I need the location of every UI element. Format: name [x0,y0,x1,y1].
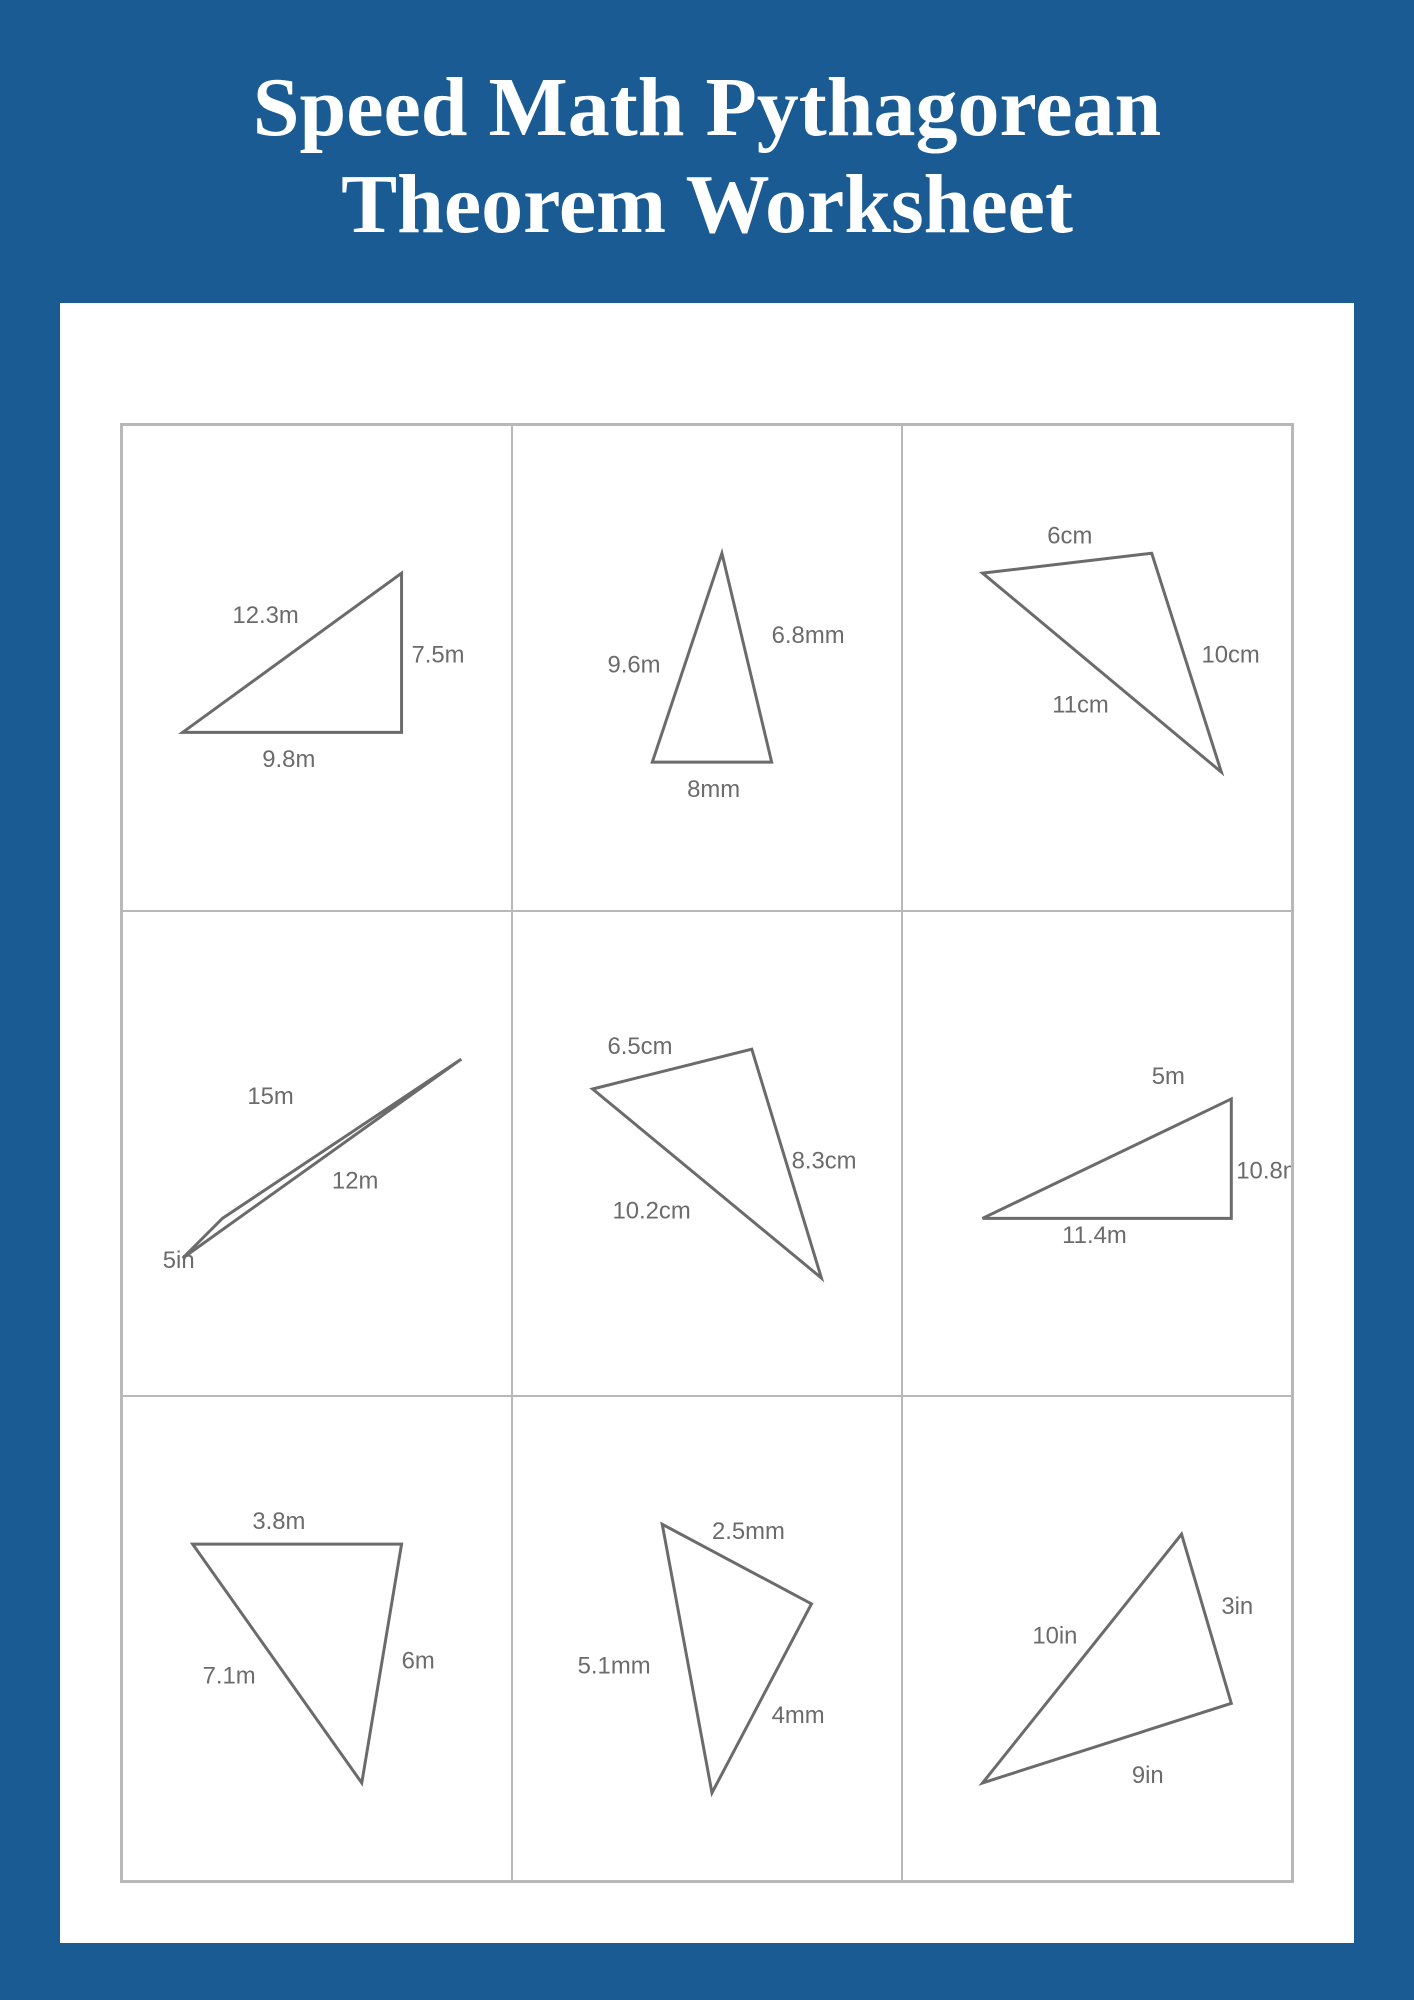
label-5b: 8.3cm [792,1147,857,1174]
triangle-4 [183,1059,462,1258]
label-8c: 5.1mm [578,1652,651,1679]
label-5c: 10.2cm [612,1197,690,1224]
triangle-diagram-6: 5m 10.8m 11.4m [903,912,1291,1395]
cell-6: 5m 10.8m 11.4m [902,911,1292,1396]
triangle-diagram-7: 3.8m 6m 7.1m [123,1397,511,1880]
label-3a: 6cm [1047,522,1092,549]
header: Speed Math Pythagorean Theorem Worksheet [0,0,1414,303]
cell-5: 6.5cm 8.3cm 10.2cm [512,911,902,1396]
cell-2: 9.6m 6.8mm 8mm [512,425,902,910]
cell-7: 3.8m 6m 7.1m [122,1396,512,1881]
cell-4: 15m 12m 5in [122,911,512,1396]
label-4a: 15m [247,1082,293,1109]
cell-9: 3in 10in 9in [902,1396,1292,1881]
triangle-6 [983,1098,1232,1217]
label-2b: 6.8mm [772,622,845,649]
page-title: Speed Math Pythagorean Theorem Worksheet [40,60,1374,253]
label-7c: 7.1m [203,1662,256,1689]
triangle-diagram-3: 6cm 10cm 11cm [903,426,1291,909]
label-6b: 10.8m [1236,1157,1291,1184]
label-2c: 8mm [687,776,740,803]
label-8b: 4mm [772,1702,825,1729]
label-2a: 9.6m [608,652,661,679]
label-1c: 9.8m [262,746,315,773]
triangle-diagram-5: 6.5cm 8.3cm 10.2cm [513,912,901,1395]
content-area: 12.3m 7.5m 9.8m 9.6m 6.8mm 8mm 6cm 10cm … [60,303,1354,1943]
label-9a: 3in [1221,1593,1253,1620]
triangle-diagram-1: 12.3m 7.5m 9.8m [123,426,511,909]
triangle-diagram-8: 2.5mm 4mm 5.1mm [513,1397,901,1880]
label-1b: 7.5m [412,642,465,669]
cell-8: 2.5mm 4mm 5.1mm [512,1396,902,1881]
title-line-2: Theorem Worksheet [341,158,1073,251]
triangle-8 [662,1524,811,1793]
triangle-2 [652,553,771,762]
label-6c: 11.4m [1062,1222,1127,1249]
label-3b: 10cm [1201,642,1259,669]
label-7b: 6m [402,1647,435,1674]
triangle-diagram-4: 15m 12m 5in [123,912,511,1395]
label-4c: 5in [163,1247,195,1274]
label-9b: 10in [1032,1622,1077,1649]
cell-1: 12.3m 7.5m 9.8m [122,425,512,910]
triangle-5 [593,1049,822,1278]
triangle-diagram-9: 3in 10in 9in [903,1397,1291,1880]
label-5a: 6.5cm [608,1033,673,1060]
label-6a: 5m [1152,1063,1185,1090]
label-7a: 3.8m [252,1508,305,1535]
label-4b: 12m [332,1167,378,1194]
triangle-3 [983,553,1222,772]
worksheet-grid: 12.3m 7.5m 9.8m 9.6m 6.8mm 8mm 6cm 10cm … [120,423,1294,1883]
triangle-9 [983,1534,1232,1783]
label-1a: 12.3m [232,602,298,629]
triangle-diagram-2: 9.6m 6.8mm 8mm [513,426,901,909]
cell-3: 6cm 10cm 11cm [902,425,1292,910]
title-line-1: Speed Math Pythagorean [253,61,1161,154]
triangle-1 [183,573,402,732]
label-8a: 2.5mm [712,1518,785,1545]
label-3c: 11cm [1052,692,1109,719]
label-9c: 9in [1132,1762,1164,1789]
